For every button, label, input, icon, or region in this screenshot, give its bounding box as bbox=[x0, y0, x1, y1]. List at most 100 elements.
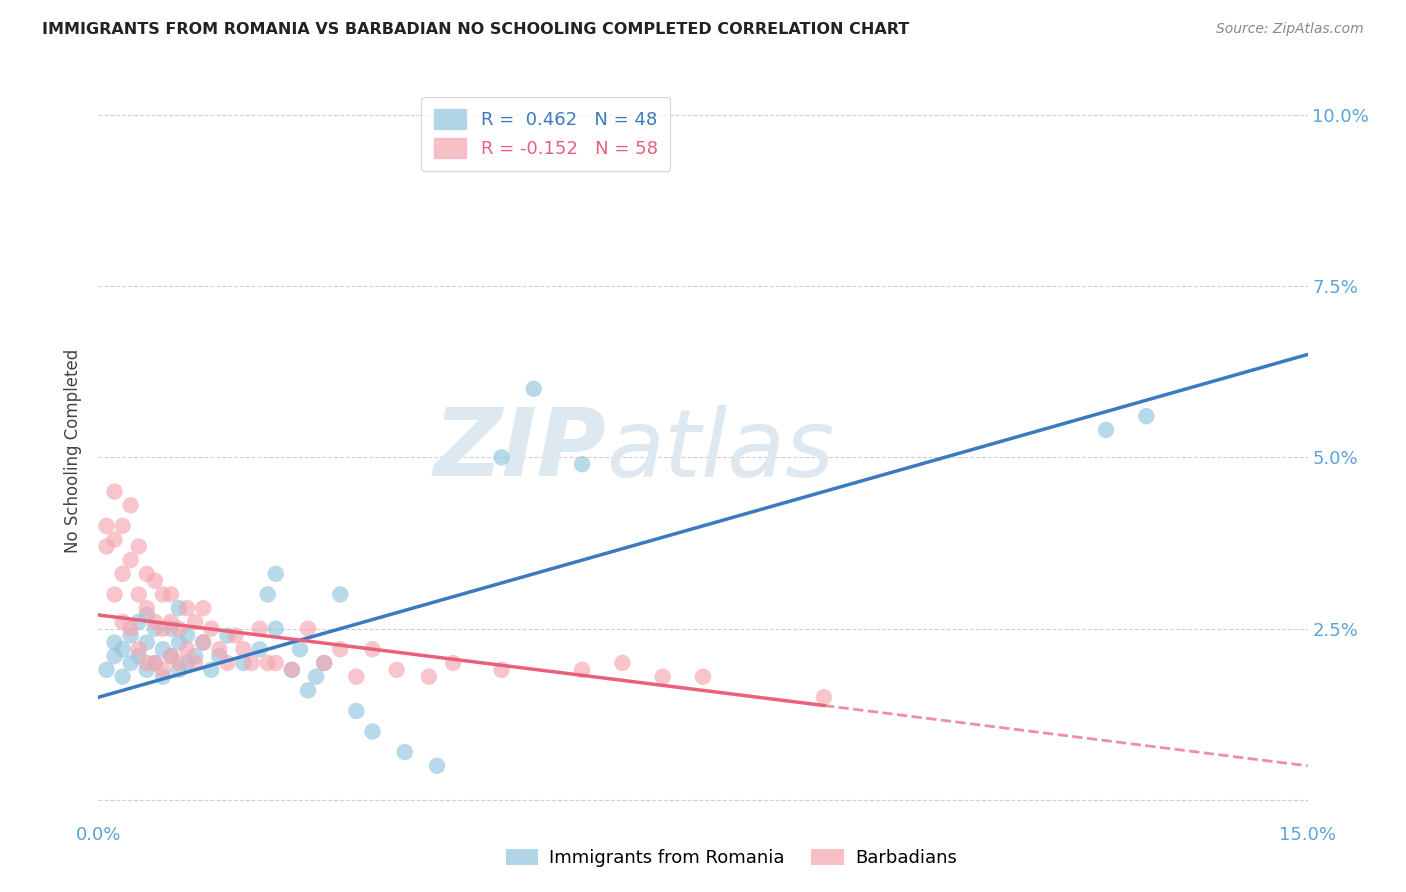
Point bbox=[329, 587, 352, 601]
Point bbox=[612, 656, 634, 670]
Point bbox=[193, 635, 215, 649]
Y-axis label: No Schooling Completed: No Schooling Completed bbox=[65, 349, 83, 552]
Point bbox=[426, 759, 449, 773]
Point bbox=[385, 663, 408, 677]
Point bbox=[418, 670, 440, 684]
Point bbox=[249, 622, 271, 636]
Point bbox=[176, 628, 198, 642]
Point bbox=[96, 540, 118, 554]
Point bbox=[167, 635, 190, 649]
Point bbox=[281, 663, 304, 677]
Point bbox=[152, 670, 174, 684]
Point bbox=[208, 649, 231, 664]
Point bbox=[143, 622, 166, 636]
Point bbox=[96, 663, 118, 677]
Point bbox=[523, 382, 546, 396]
Point bbox=[176, 642, 198, 657]
Point bbox=[167, 656, 190, 670]
Point bbox=[167, 601, 190, 615]
Point bbox=[361, 724, 384, 739]
Point bbox=[152, 642, 174, 657]
Point bbox=[135, 656, 157, 670]
Point bbox=[193, 601, 215, 615]
Point bbox=[692, 670, 714, 684]
Point bbox=[264, 566, 287, 581]
Point bbox=[167, 663, 190, 677]
Point bbox=[200, 622, 222, 636]
Legend: R =  0.462   N = 48, R = -0.152   N = 58: R = 0.462 N = 48, R = -0.152 N = 58 bbox=[422, 96, 671, 170]
Point bbox=[217, 628, 239, 642]
Point bbox=[120, 553, 142, 567]
Point bbox=[120, 628, 142, 642]
Point bbox=[264, 656, 287, 670]
Point bbox=[128, 587, 150, 601]
Point bbox=[120, 622, 142, 636]
Point bbox=[240, 656, 263, 670]
Point bbox=[208, 642, 231, 657]
Point bbox=[314, 656, 336, 670]
Legend: Immigrants from Romania, Barbadians: Immigrants from Romania, Barbadians bbox=[498, 841, 965, 874]
Point bbox=[344, 704, 367, 718]
Point bbox=[249, 642, 271, 657]
Point bbox=[281, 663, 304, 677]
Point bbox=[329, 642, 352, 657]
Point bbox=[160, 587, 183, 601]
Point bbox=[232, 642, 254, 657]
Point bbox=[160, 649, 183, 664]
Point bbox=[571, 457, 593, 471]
Point bbox=[288, 642, 311, 657]
Point bbox=[264, 622, 287, 636]
Point bbox=[143, 656, 166, 670]
Point bbox=[111, 519, 134, 533]
Point bbox=[135, 663, 157, 677]
Point bbox=[176, 656, 198, 670]
Text: IMMIGRANTS FROM ROMANIA VS BARBADIAN NO SCHOOLING COMPLETED CORRELATION CHART: IMMIGRANTS FROM ROMANIA VS BARBADIAN NO … bbox=[42, 22, 910, 37]
Point bbox=[135, 635, 157, 649]
Point bbox=[128, 649, 150, 664]
Point bbox=[256, 656, 278, 670]
Point bbox=[441, 656, 464, 670]
Point bbox=[314, 656, 336, 670]
Point bbox=[160, 649, 183, 664]
Point bbox=[491, 663, 513, 677]
Point bbox=[152, 622, 174, 636]
Point bbox=[103, 533, 125, 547]
Point bbox=[1095, 423, 1118, 437]
Point bbox=[184, 615, 207, 629]
Point bbox=[200, 663, 222, 677]
Point bbox=[128, 615, 150, 629]
Point bbox=[813, 690, 835, 705]
Point bbox=[111, 670, 134, 684]
Point bbox=[103, 484, 125, 499]
Point bbox=[143, 574, 166, 588]
Point bbox=[143, 656, 166, 670]
Point bbox=[103, 587, 125, 601]
Point bbox=[297, 622, 319, 636]
Point bbox=[651, 670, 673, 684]
Point bbox=[232, 656, 254, 670]
Text: atlas: atlas bbox=[606, 405, 835, 496]
Point bbox=[217, 656, 239, 670]
Point bbox=[361, 642, 384, 657]
Point bbox=[135, 601, 157, 615]
Point bbox=[297, 683, 319, 698]
Point bbox=[305, 670, 328, 684]
Point bbox=[103, 649, 125, 664]
Point bbox=[491, 450, 513, 465]
Point bbox=[111, 615, 134, 629]
Point bbox=[1135, 409, 1157, 424]
Point bbox=[128, 540, 150, 554]
Point bbox=[103, 635, 125, 649]
Point bbox=[184, 649, 207, 664]
Point bbox=[394, 745, 416, 759]
Point bbox=[120, 498, 142, 512]
Point bbox=[120, 656, 142, 670]
Point bbox=[571, 663, 593, 677]
Point bbox=[152, 587, 174, 601]
Point bbox=[135, 566, 157, 581]
Point bbox=[111, 642, 134, 657]
Point bbox=[152, 663, 174, 677]
Point bbox=[143, 615, 166, 629]
Point bbox=[224, 628, 246, 642]
Point bbox=[160, 622, 183, 636]
